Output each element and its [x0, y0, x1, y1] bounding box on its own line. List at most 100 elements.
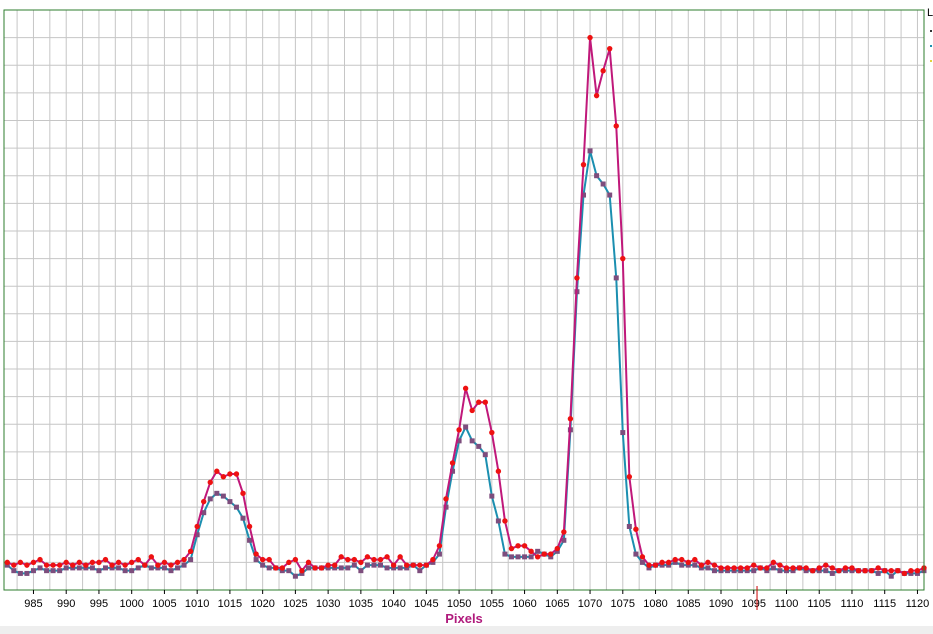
x-tick-label: 1010 [185, 598, 209, 610]
data-point [188, 557, 194, 563]
data-point [528, 548, 534, 555]
data-point [430, 556, 436, 563]
data-point [279, 568, 285, 574]
data-point [672, 559, 678, 565]
data-point [737, 565, 744, 571]
data-point [482, 452, 488, 458]
data-point [286, 559, 292, 566]
data-point [89, 559, 96, 566]
x-tick-label: 1075 [611, 598, 635, 610]
data-point [809, 567, 816, 574]
x-tick-label: 1060 [512, 598, 536, 610]
data-point [436, 551, 442, 557]
data-point [849, 565, 855, 571]
data-point [70, 565, 76, 571]
data-point [803, 568, 809, 574]
data-point [351, 556, 358, 563]
data-point [364, 562, 370, 568]
data-point [580, 161, 587, 168]
data-point [266, 556, 272, 563]
data-point [161, 559, 168, 566]
data-point [489, 429, 495, 436]
x-tick-label: 990 [57, 598, 75, 610]
data-point [613, 123, 619, 129]
data-point [207, 479, 213, 485]
data-point [790, 568, 796, 574]
data-point [718, 565, 724, 571]
data-point [600, 181, 606, 187]
data-point [207, 496, 213, 502]
data-point [11, 562, 17, 568]
x-tick-label: 1035 [349, 598, 373, 610]
data-point [502, 518, 508, 524]
data-point [332, 565, 338, 571]
data-point [351, 562, 357, 568]
data-point [842, 565, 849, 571]
x-tick-label: 1085 [676, 598, 700, 610]
x-tick-label: 1065 [545, 598, 569, 610]
data-point [70, 562, 76, 568]
grid-lines [4, 10, 924, 590]
data-point [214, 468, 220, 474]
data-point [142, 562, 148, 568]
x-tick-label: 1005 [152, 598, 176, 610]
plot-area [4, 10, 924, 590]
data-point [253, 551, 259, 557]
data-point [554, 545, 561, 552]
data-point [495, 518, 501, 524]
data-point [17, 570, 23, 576]
data-point [410, 562, 416, 568]
x-tick-label: 1000 [119, 598, 143, 610]
data-point [875, 565, 881, 571]
data-point [43, 562, 50, 568]
data-point [102, 556, 109, 563]
data-point [757, 565, 763, 571]
data-point [155, 562, 161, 568]
data-point [679, 562, 685, 568]
data-point [187, 548, 194, 555]
plot-frame [3, 9, 925, 591]
data-point [554, 548, 560, 554]
data-point [731, 568, 737, 574]
data-point [652, 562, 659, 568]
data-point [449, 460, 456, 466]
data-point [875, 570, 881, 576]
data-point [613, 275, 619, 281]
data-point [430, 559, 436, 565]
data-point [751, 562, 757, 568]
data-point [30, 568, 36, 574]
data-point [685, 559, 691, 566]
data-point [836, 567, 842, 574]
data-point [397, 565, 403, 571]
data-point [908, 570, 914, 576]
x-tick-label: 1045 [414, 598, 438, 610]
data-point [633, 526, 639, 532]
data-point [731, 565, 737, 571]
data-point [44, 568, 50, 574]
data-point [24, 570, 30, 576]
data-point [895, 567, 901, 574]
data-point [770, 565, 776, 571]
data-point [292, 573, 298, 579]
status-strip [0, 626, 933, 634]
data-point [96, 559, 102, 566]
data-point [312, 565, 318, 571]
data-point [201, 510, 207, 516]
x-tick-label: 1080 [643, 598, 667, 610]
x-tick-label: 1110 [841, 598, 864, 610]
data-point [345, 565, 351, 571]
data-point [83, 562, 89, 568]
data-point [338, 554, 344, 560]
x-tick-label: 1070 [578, 598, 602, 610]
data-point [135, 556, 141, 563]
data-point [247, 537, 253, 543]
x-tick-label: 1055 [480, 598, 504, 610]
data-point [371, 562, 377, 568]
legend-swatch-1 [930, 30, 932, 32]
data-point [214, 490, 220, 496]
data-point [76, 565, 82, 571]
data-point [738, 568, 744, 574]
data-point [358, 568, 364, 574]
data-point [908, 567, 914, 574]
